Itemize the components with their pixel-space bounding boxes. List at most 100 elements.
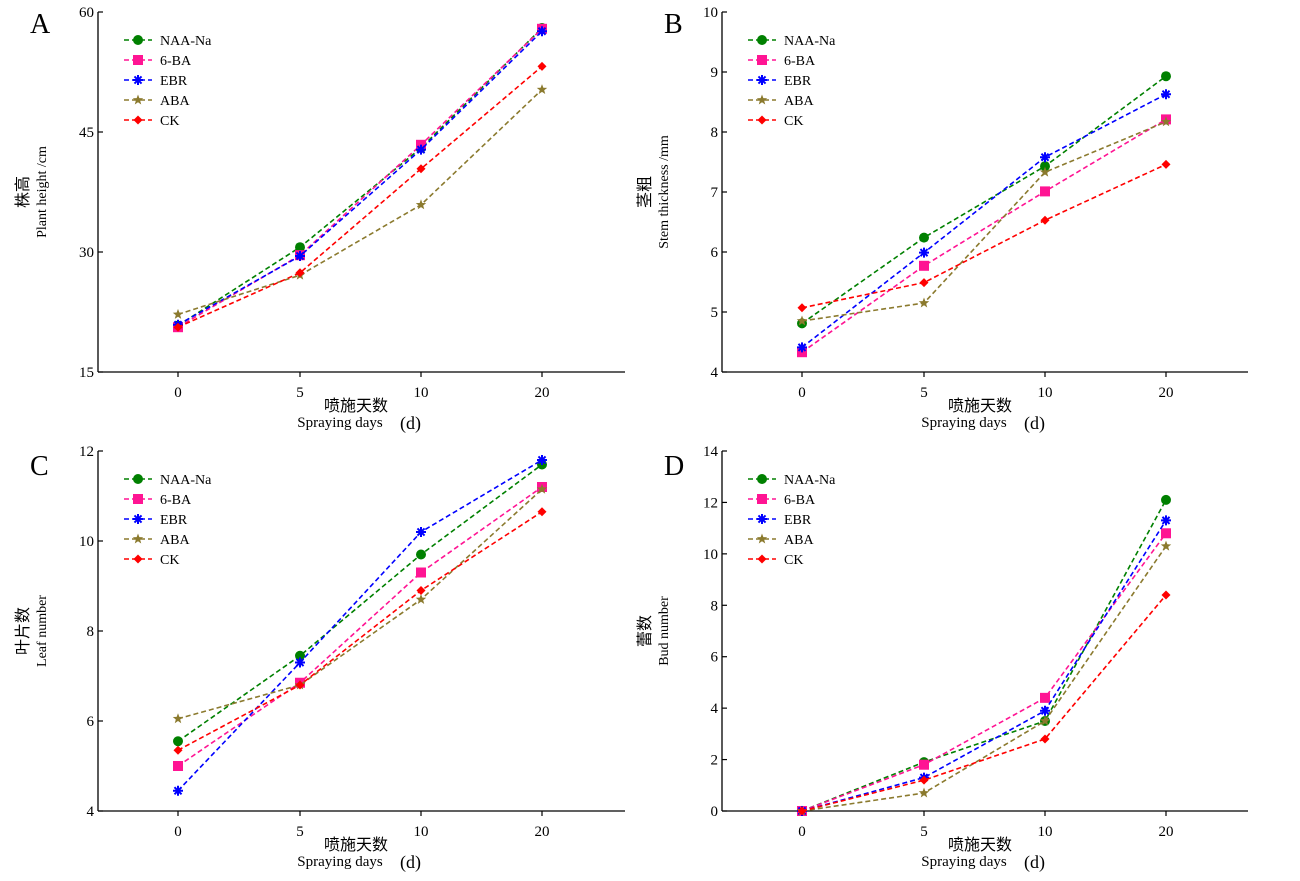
data-point-6-ba xyxy=(919,260,929,271)
x-tick-label: 20 xyxy=(1159,385,1174,401)
legend-label: ABA xyxy=(784,94,814,109)
data-point-ck xyxy=(537,507,547,517)
data-point-ebr xyxy=(295,657,305,668)
panel-letter: A xyxy=(30,9,51,40)
data-point-ck xyxy=(797,806,807,816)
x-tick-label: 10 xyxy=(414,385,429,401)
data-point-ebr xyxy=(537,455,547,465)
y-tick-label: 30 xyxy=(79,245,94,261)
legend-label: ABA xyxy=(784,533,814,548)
data-point-ebr xyxy=(537,26,547,37)
data-point-aba xyxy=(536,483,548,494)
legend-label: 6-BA xyxy=(784,493,816,508)
y-axis-label-en: Stem thickness /mm xyxy=(657,135,672,249)
y-axis-label-en: Plant height /cm xyxy=(35,146,50,238)
data-point-6-ba xyxy=(416,567,426,578)
y-tick-label: 10 xyxy=(703,5,718,21)
data-point-aba xyxy=(172,308,184,319)
legend-label: 6-BA xyxy=(160,493,192,508)
x-axis-label-unit: (d) xyxy=(400,852,421,873)
y-tick-label: 45 xyxy=(79,125,94,141)
legend-label: CK xyxy=(784,553,803,568)
x-axis-label-unit: (d) xyxy=(400,413,421,434)
series-line-ck xyxy=(801,594,1167,812)
y-tick-label: 6 xyxy=(711,650,719,666)
legend-marker-ck xyxy=(757,554,767,564)
y-axis-label-en: Bud number xyxy=(657,596,672,666)
data-point-ck xyxy=(919,775,929,785)
legend-label: NAA-Na xyxy=(160,34,212,49)
y-tick-label: 6 xyxy=(711,245,719,261)
data-point-naa-na xyxy=(295,650,305,661)
data-point-aba xyxy=(172,713,184,724)
legend-label: 6-BA xyxy=(784,54,816,69)
data-point-aba xyxy=(918,297,930,308)
legend-label: ABA xyxy=(160,533,190,548)
data-point-aba xyxy=(1160,116,1172,127)
y-tick-label: 9 xyxy=(711,65,719,81)
x-axis-label-unit: (d) xyxy=(1024,413,1045,434)
data-point-aba xyxy=(796,315,808,326)
data-point-ebr xyxy=(1040,152,1050,163)
legend-label: EBR xyxy=(784,513,812,528)
x-tick-label: 10 xyxy=(1038,385,1053,401)
x-axis-label-cn: 喷施天数 xyxy=(948,397,1012,415)
legend: NAA-Na 6-BA EBR ABA CK xyxy=(124,473,212,568)
legend-marker-aba xyxy=(132,533,144,544)
legend-label: NAA-Na xyxy=(784,473,836,488)
legend-marker-naa-na xyxy=(133,474,143,484)
series-line-aba xyxy=(801,121,1167,322)
data-point-naa-na xyxy=(919,232,929,243)
legend-label: NAA-Na xyxy=(784,34,836,49)
legend-marker-ck xyxy=(757,115,767,125)
x-axis-label-cn: 喷施天数 xyxy=(324,836,388,854)
x-axis-label-unit: (d) xyxy=(1024,852,1045,873)
x-tick-label: 5 xyxy=(920,824,928,840)
x-axis-label-en: Spraying days xyxy=(921,415,1007,431)
y-axis-label-en: Leaf number xyxy=(35,595,50,667)
y-tick-label: 6 xyxy=(87,714,95,730)
x-tick-label: 20 xyxy=(535,385,550,401)
data-point-ebr xyxy=(1161,89,1171,100)
data-point-ebr xyxy=(1040,705,1050,716)
legend-label: EBR xyxy=(160,513,188,528)
legend-marker-6-ba xyxy=(757,494,767,504)
legend-marker-aba xyxy=(132,94,144,105)
data-point-ebr xyxy=(797,342,807,353)
series-line-ebr xyxy=(177,459,543,792)
y-tick-label: 7 xyxy=(711,185,719,201)
legend-label: 6-BA xyxy=(160,54,192,69)
panel-letter: D xyxy=(664,451,684,482)
data-point-ck xyxy=(1161,159,1171,169)
data-point-naa-na xyxy=(1040,161,1050,172)
data-point-aba xyxy=(415,594,427,604)
x-tick-label: 0 xyxy=(798,385,806,401)
legend-label: NAA-Na xyxy=(160,473,212,488)
x-tick-label: 20 xyxy=(1159,824,1174,840)
data-point-6-ba xyxy=(173,761,183,771)
x-axis-label-cn: 喷施天数 xyxy=(948,836,1012,854)
data-point-ebr xyxy=(416,144,426,155)
panel-letter: C xyxy=(30,451,49,482)
x-tick-label: 5 xyxy=(296,385,304,401)
data-point-naa-na xyxy=(1161,494,1171,505)
x-axis-label-en: Spraying days xyxy=(921,854,1007,870)
legend-marker-ebr xyxy=(757,514,767,524)
legend-marker-naa-na xyxy=(757,474,767,484)
data-point-ck xyxy=(919,278,929,288)
series-line-6-ba xyxy=(177,28,543,328)
data-point-ck xyxy=(295,680,305,690)
data-point-ck xyxy=(1161,590,1171,600)
series-line-naa-na xyxy=(177,463,543,742)
y-axis-label-cn: 蕾数 xyxy=(636,615,654,647)
panel-letter: B xyxy=(664,9,683,40)
series-line-aba xyxy=(801,545,1167,812)
data-point-naa-na xyxy=(173,736,183,747)
data-point-ebr xyxy=(919,247,929,258)
data-point-ck xyxy=(537,61,547,71)
data-point-ck xyxy=(416,586,426,595)
data-point-ebr xyxy=(1161,515,1171,526)
